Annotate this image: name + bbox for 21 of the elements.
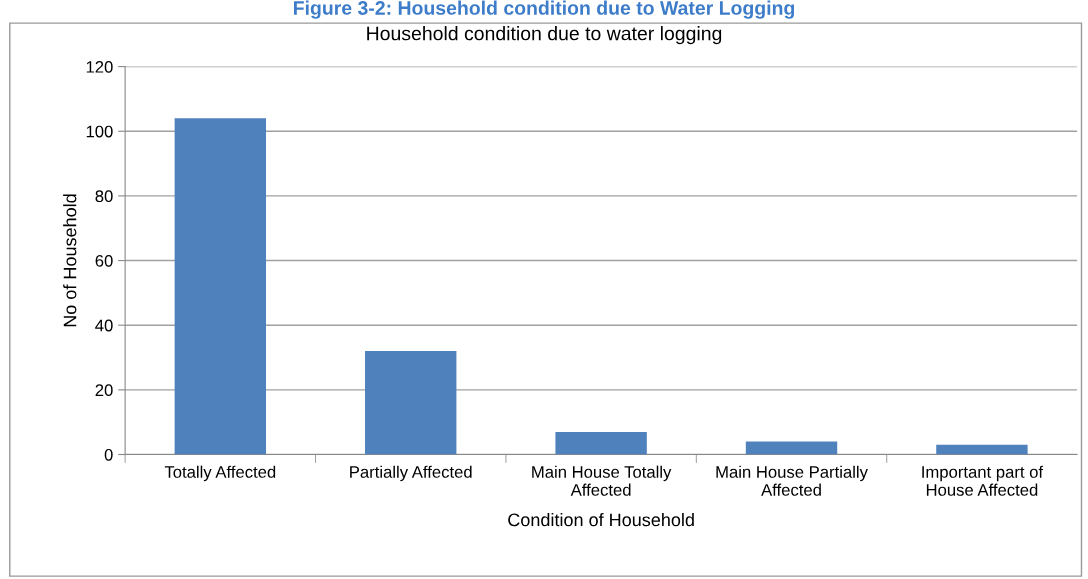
y-axis-title: No of Household (63, 194, 77, 327)
bar (174, 118, 267, 455)
chart-title: Household condition due to water logging (367, 26, 722, 45)
y-tick-label: 40 (95, 319, 113, 332)
x-tick-label: Partially Affected (350, 465, 472, 482)
y-tick-label: 0 (104, 448, 113, 461)
y-tick-label: 60 (95, 254, 113, 267)
bar (936, 444, 1028, 455)
bar (365, 351, 457, 455)
caption: Figure 3-2: Household condition due to Water Logging (294, 0, 795, 19)
x-axis-title: Condition of Household (508, 513, 694, 527)
x-tick-label: Main House Totally Affected (532, 465, 672, 496)
x-tick-label: Main House Partially Affected (716, 465, 868, 496)
x-tick-label: Totally Affected (164, 465, 276, 482)
y-tick-label: 100 (86, 125, 113, 138)
bar (555, 431, 647, 455)
bar (745, 441, 838, 455)
y-tick-label: 120 (86, 60, 113, 73)
y-tick-label: 80 (95, 190, 113, 203)
y-tick-label: 20 (95, 384, 113, 397)
x-tick-label: Important part of House Affected (922, 465, 1044, 496)
